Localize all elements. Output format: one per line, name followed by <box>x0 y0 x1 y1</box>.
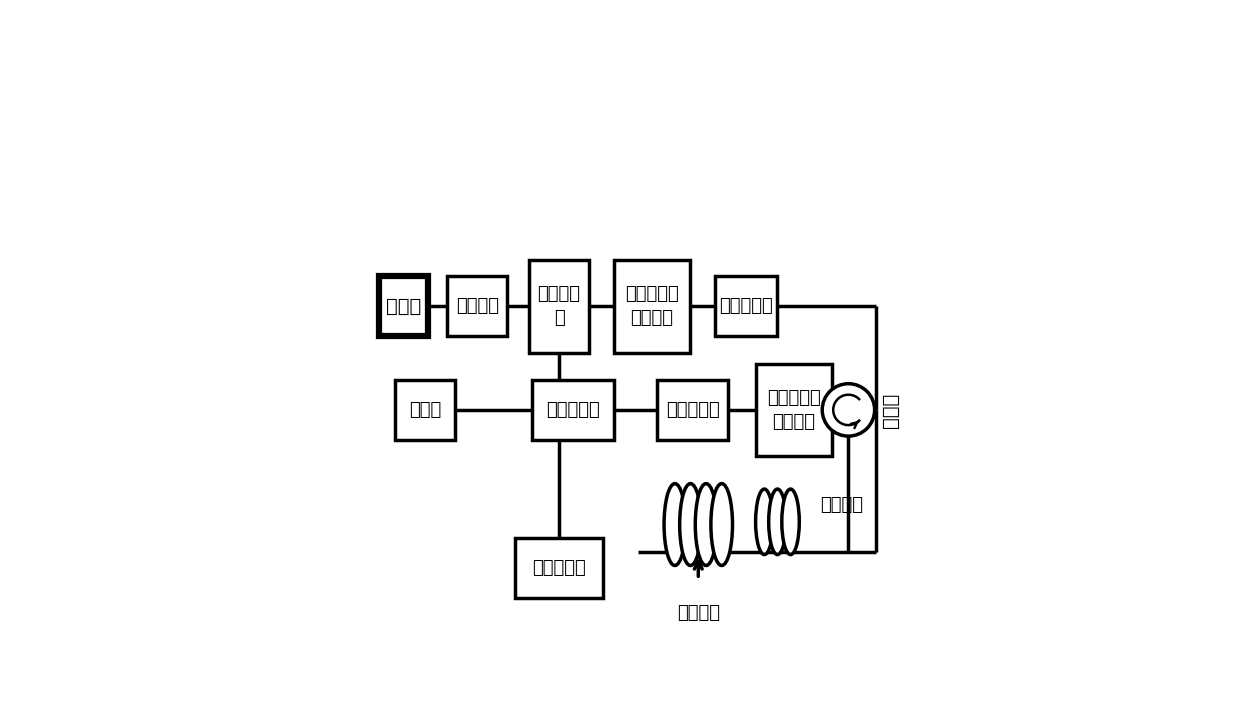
Ellipse shape <box>769 489 786 554</box>
Text: 第一滤波器: 第一滤波器 <box>719 297 773 316</box>
FancyBboxPatch shape <box>529 259 589 352</box>
Text: 声光调制
器: 声光调制 器 <box>538 286 580 327</box>
FancyBboxPatch shape <box>755 364 832 457</box>
Text: 传感光纤: 传感光纤 <box>820 496 863 515</box>
Ellipse shape <box>696 484 717 566</box>
Ellipse shape <box>665 484 686 566</box>
Circle shape <box>822 384 874 436</box>
Text: 光电探测器: 光电探测器 <box>546 401 600 419</box>
Text: 第一掺钓光
纤放大器: 第一掺钓光 纤放大器 <box>625 286 678 327</box>
FancyBboxPatch shape <box>396 380 455 440</box>
FancyBboxPatch shape <box>516 538 603 598</box>
Text: 第二掺钓光
纤放大器: 第二掺钓光 纤放大器 <box>768 389 821 430</box>
Text: 示波器: 示波器 <box>409 401 441 419</box>
Text: 函数发生器: 函数发生器 <box>532 559 587 577</box>
Ellipse shape <box>781 489 800 554</box>
Text: 光隔离器: 光隔离器 <box>455 297 498 316</box>
FancyBboxPatch shape <box>379 277 428 336</box>
FancyBboxPatch shape <box>657 380 728 440</box>
Text: 压电陶瓷: 压电陶瓷 <box>677 604 719 622</box>
FancyBboxPatch shape <box>714 277 777 336</box>
Text: 激光器: 激光器 <box>386 296 422 316</box>
FancyBboxPatch shape <box>614 259 691 352</box>
Text: 第二滤波器: 第二滤波器 <box>666 401 719 419</box>
Ellipse shape <box>755 489 773 554</box>
Text: 环形器: 环形器 <box>882 392 900 428</box>
FancyBboxPatch shape <box>532 380 614 440</box>
FancyBboxPatch shape <box>448 277 507 336</box>
Ellipse shape <box>680 484 702 566</box>
Ellipse shape <box>711 484 733 566</box>
